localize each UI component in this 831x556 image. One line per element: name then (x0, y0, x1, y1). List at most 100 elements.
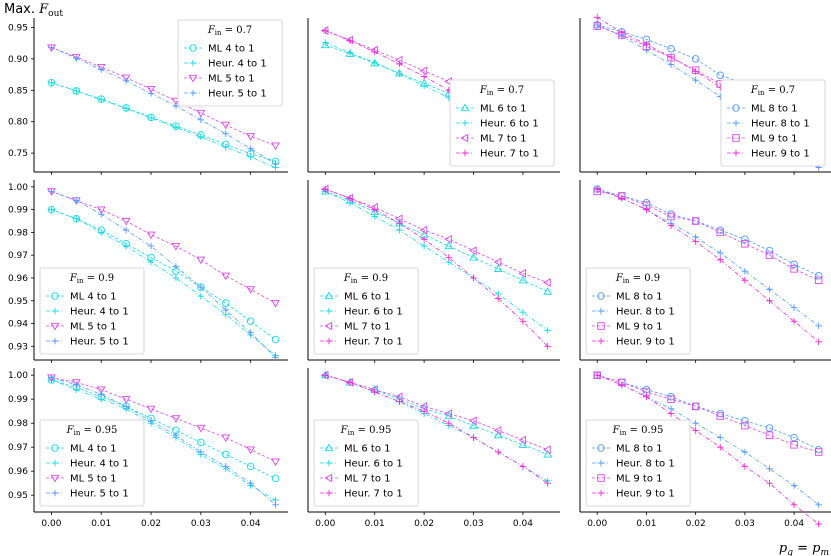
legend-label: ML 6 to 1 (344, 292, 391, 303)
data-point (122, 226, 130, 234)
data-point (96, 206, 106, 215)
series-line (597, 374, 819, 450)
data-point (716, 249, 724, 257)
panel-1-1: Fin = 0.9 ML 6 to 1 Heur. 6 to 1 ML 7 to 1 H… (307, 180, 560, 363)
data-point (420, 73, 428, 80)
data-point (345, 35, 354, 45)
legend-marker (324, 291, 334, 300)
data-point (147, 114, 155, 122)
legend: Fin = 0.9 ML 6 to 1 Heur. 6 to 1 ML 7 to 1 H… (313, 267, 419, 355)
data-point (97, 210, 105, 218)
legend-frame (720, 79, 826, 167)
x-tick-label: 0.00 (587, 519, 607, 529)
data-point (469, 252, 478, 261)
series-line (325, 191, 548, 331)
legend-frame (585, 419, 691, 507)
data-point (618, 194, 626, 202)
series-line (597, 24, 819, 168)
legend-marker (324, 321, 333, 331)
data-point (48, 206, 55, 213)
data-point (716, 228, 725, 237)
data-point (814, 271, 823, 280)
data-point (543, 449, 553, 458)
data-point (346, 194, 354, 202)
legend-label: ML 4 to 1 (70, 292, 117, 303)
legend-marker (597, 474, 605, 482)
data-point (172, 431, 180, 439)
y-tick-label: 0.96 (8, 467, 28, 477)
legend-label: ML 9 to 1 (616, 322, 663, 333)
x-tick-label: 0.00 (315, 519, 335, 529)
data-point (197, 283, 205, 291)
data-point (494, 295, 502, 302)
data-point (321, 39, 329, 46)
data-point (493, 257, 502, 267)
data-point (197, 133, 205, 141)
series-line (51, 209, 276, 340)
legend-label: ML 5 to 1 (208, 74, 255, 85)
legend-label: Heur. 6 to 1 (480, 119, 539, 130)
data-point (667, 222, 675, 229)
data-point (815, 322, 822, 330)
x-tick-label: 0.01 (365, 519, 385, 529)
y-tick-label: 0.97 (8, 251, 28, 261)
data-point (246, 317, 255, 326)
data-point (171, 415, 181, 423)
data-point (445, 419, 453, 427)
legend-marker (51, 489, 59, 497)
data-point (692, 238, 699, 245)
data-point (396, 70, 403, 78)
x-tick-label: 0.03 (735, 519, 755, 529)
data-point (271, 474, 280, 483)
data-point (172, 102, 180, 110)
legend-frame (313, 267, 419, 355)
data-point (518, 269, 527, 278)
data-point (469, 246, 477, 256)
series-line (51, 209, 276, 356)
legend-label: Heur. 5 to 1 (70, 337, 129, 348)
data-point (196, 256, 206, 265)
series-line (597, 374, 819, 453)
data-point (420, 82, 428, 90)
legend-frame (177, 19, 283, 107)
legend-marker (51, 307, 59, 315)
legend-title: Fin = 0.95 (66, 425, 118, 437)
y-tick-label: 0.93 (8, 342, 28, 352)
data-point (643, 41, 650, 48)
series-line (325, 374, 548, 484)
data-point (71, 53, 81, 62)
data-point (97, 66, 105, 73)
data-point (96, 386, 106, 395)
data-point (469, 416, 477, 426)
data-point (222, 463, 230, 470)
legend-marker (597, 337, 605, 345)
data-point (741, 235, 749, 243)
legend-marker (51, 444, 59, 452)
data-point (765, 431, 774, 439)
legend-marker (732, 104, 740, 112)
data-point (121, 74, 131, 83)
y-tick-label: 1.00 (8, 183, 28, 193)
legend-label: Heur. 6 to 1 (344, 307, 403, 318)
data-point (790, 265, 798, 273)
data-point (196, 424, 206, 433)
legend-label: Heur. 7 to 1 (480, 149, 539, 160)
data-point (121, 217, 131, 226)
legend-marker (189, 59, 197, 67)
data-point (396, 219, 403, 227)
data-point (766, 286, 773, 293)
legend-marker (597, 489, 605, 497)
data-point (396, 60, 403, 68)
data-point (692, 76, 699, 84)
legend-label: ML 4 to 1 (70, 444, 117, 455)
data-point (321, 27, 329, 34)
data-point (321, 185, 329, 193)
data-point (172, 124, 180, 131)
legend-label: Heur. 9 to 1 (616, 489, 675, 500)
legend-marker (597, 292, 605, 300)
y-tick-label: 1.00 (8, 371, 28, 381)
data-point (593, 185, 601, 193)
legend-marker (461, 149, 469, 157)
data-point (247, 479, 254, 487)
data-point (147, 90, 155, 97)
